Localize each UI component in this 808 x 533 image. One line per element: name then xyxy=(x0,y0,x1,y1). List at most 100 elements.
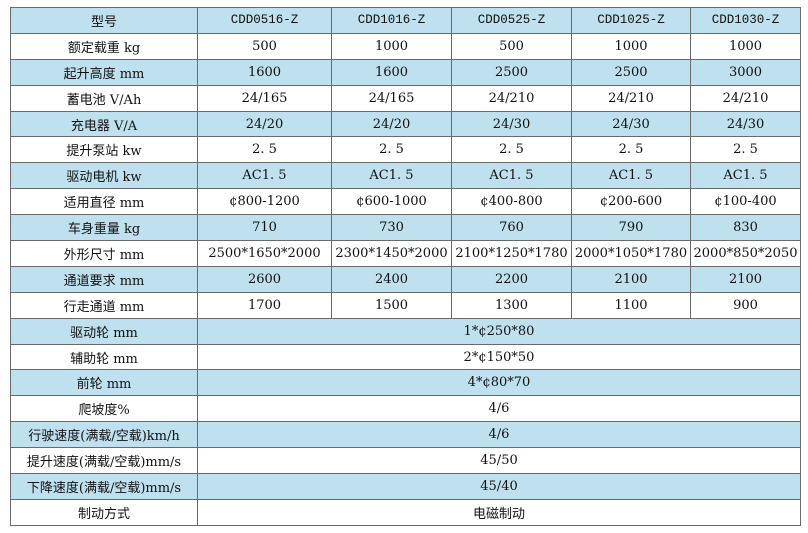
model-header: CDD1030-Z xyxy=(690,7,801,34)
cell-value: AC1. 5 xyxy=(331,162,452,190)
row-label: 适用直径 mm xyxy=(10,188,198,216)
cell-value: 2. 5 xyxy=(690,136,801,164)
cell-value: AC1. 5 xyxy=(197,162,332,190)
cell-value: 电磁制动 xyxy=(197,498,801,526)
spec-table: 型号 CDD0516-Z CDD1016-Z CDD0525-Z CDD1025-Z CD… xyxy=(10,7,801,526)
table-row: 前轮 mm 4*¢80*70 xyxy=(10,369,801,397)
cell-value: 2500 xyxy=(571,58,691,86)
cell-value: 24/165 xyxy=(331,84,452,112)
row-label: 驱动轮 mm xyxy=(10,317,198,345)
cell-value: AC1. 5 xyxy=(451,162,572,190)
table-body: 型号 CDD0516-Z CDD1016-Z CDD0525-Z CDD1025-Z CD… xyxy=(10,7,801,526)
cell-value: 24/20 xyxy=(331,110,452,138)
cell-value: 730 xyxy=(331,214,452,242)
cell-value: 24/30 xyxy=(571,110,691,138)
cell-value: 24/30 xyxy=(690,110,801,138)
cell-value: 45/50 xyxy=(197,447,801,475)
cell-value: 1600 xyxy=(197,58,332,86)
cell-value: 3000 xyxy=(690,58,801,86)
table-row: 辅助轮 mm 2*¢150*50 xyxy=(10,343,801,371)
cell-value: 830 xyxy=(690,214,801,242)
cell-value: 2100*1250*1780 xyxy=(451,240,572,267)
cell-value: 4/6 xyxy=(197,421,801,449)
table-row: 爬坡度% 4/6 xyxy=(10,395,801,423)
row-label: 爬坡度% xyxy=(10,395,198,423)
table-row: 制动方式 电磁制动 xyxy=(10,498,801,526)
table-row: 行走通道 mm 1700 1500 1300 1100 900 xyxy=(10,291,801,319)
model-header: CDD0525-Z xyxy=(451,7,572,34)
table-row: 通道要求 mm 2600 2400 2200 2100 2100 xyxy=(10,265,801,293)
table-row: 适用直径 mm ¢800-1200 ¢600-1000 ¢400-800 ¢200-60… xyxy=(10,188,801,216)
cell-value: 1000 xyxy=(690,32,801,60)
row-label: 前轮 mm xyxy=(10,369,198,397)
row-label: 提升泵站 kw xyxy=(10,136,198,164)
table-row: 驱动电机 kw AC1. 5 AC1. 5 AC1. 5 AC1. 5 AC1. 5 xyxy=(10,162,801,190)
table-row: 蓄电池 V/Ah 24/165 24/165 24/210 24/210 24/210 xyxy=(10,84,801,112)
cell-value: 24/30 xyxy=(451,110,572,138)
model-header: CDD1016-Z xyxy=(331,7,452,34)
cell-value: 2200 xyxy=(451,265,572,293)
cell-value: 1500 xyxy=(331,291,452,319)
cell-value: 1*¢250*80 xyxy=(197,317,801,345)
cell-value: 2500*1650*2000 xyxy=(197,240,332,267)
cell-value: 4*¢80*70 xyxy=(197,369,801,397)
cell-value: 2100 xyxy=(571,265,691,293)
cell-value: 710 xyxy=(197,214,332,242)
table-row: 外形尺寸 mm 2500*1650*2000 2300*1450*2000 2100*… xyxy=(10,240,801,267)
model-header: CDD0516-Z xyxy=(197,7,332,34)
cell-value: 24/210 xyxy=(571,84,691,112)
row-label: 辅助轮 mm xyxy=(10,343,198,371)
row-label: 行驶速度(满载/空载)km/h xyxy=(10,421,198,449)
cell-value: 24/20 xyxy=(197,110,332,138)
cell-value: 900 xyxy=(690,291,801,319)
cell-value: ¢600-1000 xyxy=(331,188,452,216)
cell-value: 24/165 xyxy=(197,84,332,112)
table-row: 下降速度(满载/空载)mm/s 45/40 xyxy=(10,473,801,500)
cell-value: 1000 xyxy=(331,32,452,60)
cell-value: ¢200-600 xyxy=(571,188,691,216)
cell-value: 45/40 xyxy=(197,473,801,500)
model-header: CDD1025-Z xyxy=(571,7,691,34)
cell-value: ¢100-400 xyxy=(690,188,801,216)
table-row: 提升泵站 kw 2. 5 2. 5 2. 5 2. 5 2. 5 xyxy=(10,136,801,164)
table-row: 驱动轮 mm 1*¢250*80 xyxy=(10,317,801,345)
row-label: 行走通道 mm xyxy=(10,291,198,319)
cell-value: 2100 xyxy=(690,265,801,293)
row-label: 驱动电机 kw xyxy=(10,162,198,190)
cell-value: 2600 xyxy=(197,265,332,293)
row-label: 下降速度(满载/空载)mm/s xyxy=(10,473,198,500)
cell-value: 2300*1450*2000 xyxy=(331,240,452,267)
row-label: 提升速度(满载/空载)mm/s xyxy=(10,447,198,475)
cell-value: ¢400-800 xyxy=(451,188,572,216)
row-label: 额定载重 kg xyxy=(10,32,198,60)
table-row: 额定载重 kg 500 1000 500 1000 1000 xyxy=(10,32,801,60)
cell-value: 24/210 xyxy=(451,84,572,112)
cell-value: 24/210 xyxy=(690,84,801,112)
cell-value: 2000*850*2050 xyxy=(690,240,801,267)
row-label: 车身重量 kg xyxy=(10,214,198,242)
table-row: 行驶速度(满载/空载)km/h 4/6 xyxy=(10,421,801,449)
cell-value: 760 xyxy=(451,214,572,242)
row-label: 充电器 V/A xyxy=(10,110,198,138)
cell-value: 790 xyxy=(571,214,691,242)
cell-value: AC1. 5 xyxy=(571,162,691,190)
cell-value: 1100 xyxy=(571,291,691,319)
cell-value: 4/6 xyxy=(197,395,801,423)
cell-value: 2. 5 xyxy=(571,136,691,164)
cell-value: 2400 xyxy=(331,265,452,293)
cell-value: 1300 xyxy=(451,291,572,319)
cell-value: 2*¢150*50 xyxy=(197,343,801,371)
table-row: 型号 CDD0516-Z CDD1016-Z CDD0525-Z CDD1025-Z CD… xyxy=(10,7,801,34)
header-label: 型号 xyxy=(10,7,198,34)
cell-value: 500 xyxy=(451,32,572,60)
cell-value: 2. 5 xyxy=(331,136,452,164)
cell-value: 2. 5 xyxy=(451,136,572,164)
table-row: 提升速度(满载/空载)mm/s 45/50 xyxy=(10,447,801,475)
cell-value: 500 xyxy=(197,32,332,60)
cell-value: 1700 xyxy=(197,291,332,319)
row-label: 外形尺寸 mm xyxy=(10,240,198,267)
cell-value: 2000*1050*1780 xyxy=(571,240,691,267)
table-row: 车身重量 kg 710 730 760 790 830 xyxy=(10,214,801,242)
cell-value: 2500 xyxy=(451,58,572,86)
